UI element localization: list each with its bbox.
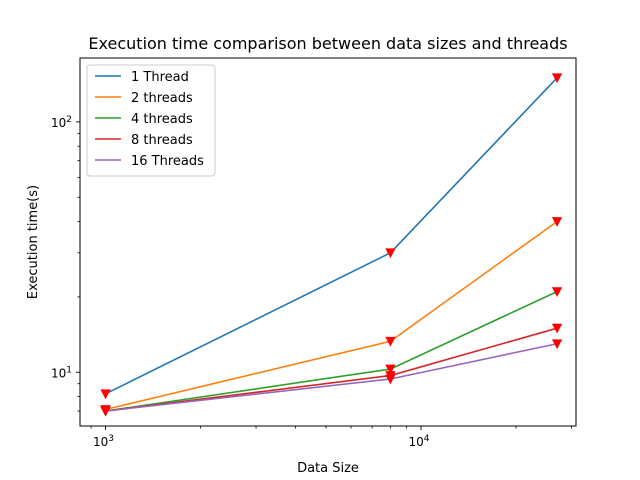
y-tick-label: 101 xyxy=(51,365,72,380)
y-axis-label: Execution time(s) xyxy=(26,185,41,299)
data-point-marker-2-2 xyxy=(385,336,396,347)
data-point-marker-5-2 xyxy=(385,374,396,385)
legend-label-1: 1 Thread xyxy=(131,70,189,85)
data-point-marker-5-3 xyxy=(551,339,563,350)
chart-title: Execution time comparison between data s… xyxy=(88,34,567,53)
data-point-marker-5-1 xyxy=(100,406,111,417)
x-axis-label: Data Size xyxy=(297,461,359,476)
series-line-4 xyxy=(105,327,558,412)
plot-frame xyxy=(79,57,577,427)
x-tick-label: 103 xyxy=(93,434,114,449)
data-point-marker-1-2 xyxy=(385,248,396,259)
data-point-marker-3-3 xyxy=(551,287,563,297)
data-point-marker-1-1 xyxy=(100,389,111,400)
series-line-2 xyxy=(105,220,558,411)
legend-label-4: 8 threads xyxy=(131,133,193,148)
data-point-marker-1-3 xyxy=(551,73,563,84)
legend-box xyxy=(86,64,216,177)
x-tick-label: 104 xyxy=(408,434,429,449)
legend-label-2: 2 threads xyxy=(131,91,193,106)
data-point-marker-3-2 xyxy=(385,364,396,375)
data-point-marker-2-3 xyxy=(551,217,563,227)
y-tick-label: 102 xyxy=(51,115,72,130)
legend: 1 Thread 2 threads 4 threads 8 threads 16 Th… xyxy=(86,64,216,177)
plot-area: 103 104 101 102 xyxy=(51,57,577,449)
legend-label-5: 16 Threads xyxy=(131,154,204,169)
data-point-marker-4-3 xyxy=(551,323,563,334)
legend-label-3: 4 threads xyxy=(131,112,193,127)
